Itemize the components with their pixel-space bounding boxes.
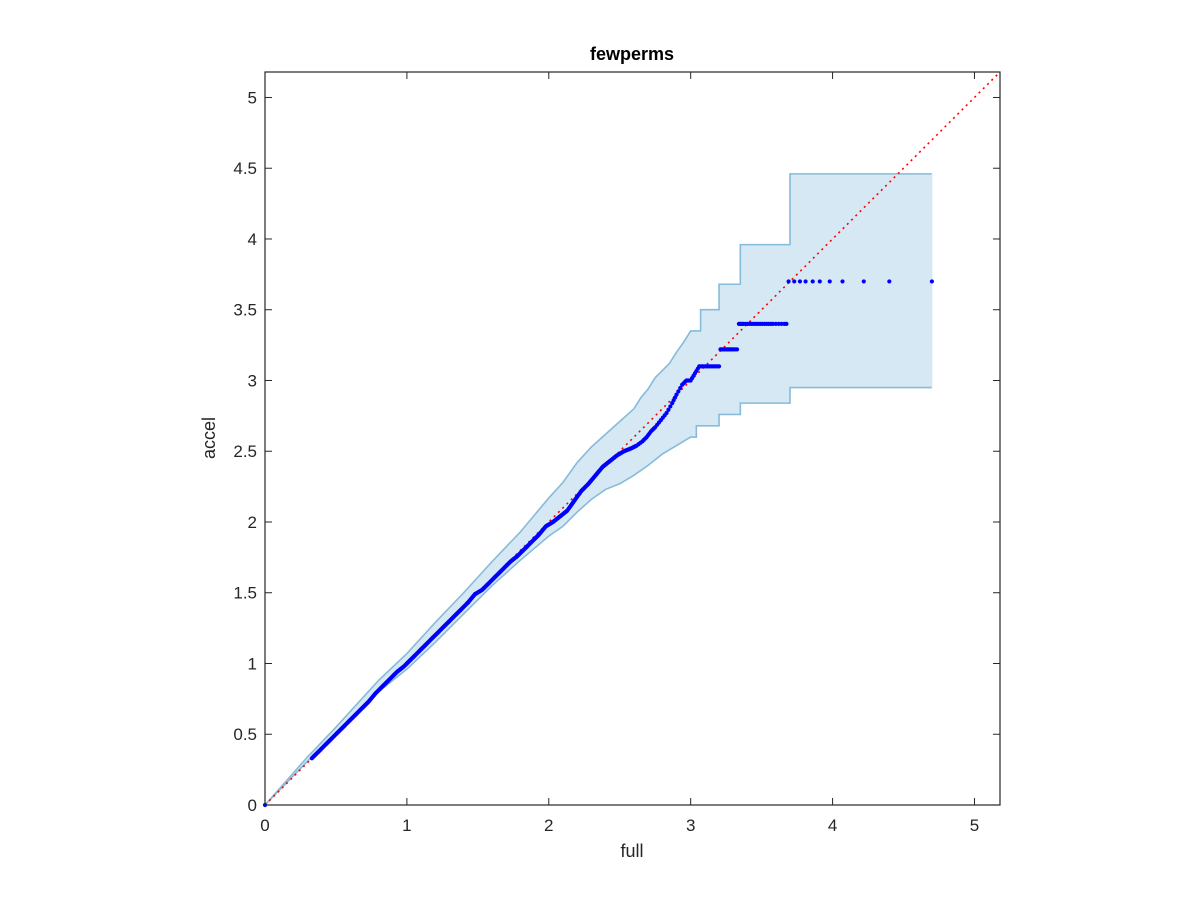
y-tick-label: 1.5 [233,584,257,603]
band-fill [265,173,932,806]
data-point [929,279,934,284]
y-tick-label: 5 [248,88,257,107]
data-point [676,389,681,394]
y-tick-label: 4.5 [233,159,257,178]
band-upper-edge [264,173,932,806]
chart-title: fewperms [590,44,674,64]
data-point [840,279,845,284]
y-tick-label: 2.5 [233,442,257,461]
axes-frame [264,71,1001,806]
data-point [827,279,832,284]
y-tick-label: 3 [248,371,257,390]
data-point [666,407,671,412]
data-point [716,364,722,369]
y-tick-label: 0.5 [233,725,257,744]
x-tick-label: 4 [828,816,837,835]
data-point [664,410,669,416]
x-tick-label: 1 [402,816,411,835]
reference-line [264,71,1001,806]
x-axis-ticks: 0 1 2 3 4 5 [260,72,979,835]
data-point [861,279,866,284]
y-axis-ticks: 0 0.5 1 1.5 2 2.5 3 3.5 4 4.5 5 [233,88,1000,815]
confidence-band [264,173,933,806]
band-lower-edge [264,386,932,806]
x-tick-label: 3 [686,816,695,835]
data-point [786,279,791,284]
y-tick-label: 3.5 [233,301,257,320]
x-tick-label: 2 [544,816,553,835]
x-axis-label: full [620,841,643,861]
y-tick-label: 0 [248,796,257,815]
data-point [784,321,789,326]
axes-box [264,71,1001,806]
data-point [797,279,803,284]
data-point [887,279,892,284]
x-tick-label: 0 [260,816,269,835]
data-points [262,279,934,808]
data-point [678,385,683,391]
y-tick-label: 2 [248,513,257,532]
y-tick-label: 1 [248,654,257,673]
data-point [668,404,673,409]
data-point [817,279,822,284]
x-tick-label: 5 [970,816,979,835]
data-point [810,279,815,284]
data-point [734,347,740,352]
reference-line-y-equals-x [264,71,1001,806]
data-point [792,279,797,284]
data-point [803,279,808,284]
data-point [674,392,679,397]
y-axis-label: accel [199,417,219,459]
y-tick-label: 4 [248,230,257,249]
